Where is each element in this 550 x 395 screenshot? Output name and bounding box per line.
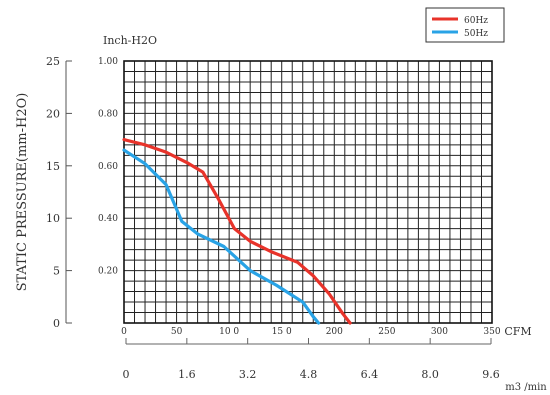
left-axis-tick-label: 0 — [53, 317, 60, 330]
left-axis-tick-label: 15 — [46, 160, 60, 173]
m3-axis-tick-label: 8.0 — [421, 368, 439, 381]
left-axis-title: STATIC PRESSURE(mm-H2O) — [15, 93, 30, 292]
cfm-axis-tick-label: 15 0 — [272, 327, 292, 337]
left-axis-tick-label: 10 — [46, 212, 60, 225]
inner-axis-title: Inch-H2O — [103, 34, 157, 47]
left-axis-tick-label: 5 — [53, 265, 60, 278]
cfm-axis-tick-label: 0 — [121, 327, 127, 337]
m3-axis-tick-label: 9.6 — [482, 368, 500, 381]
legend-label-50Hz: 50Hz — [464, 29, 488, 39]
cfm-axis-tick-label: 50 — [171, 327, 183, 337]
m3-axis-tick-label: 0 — [123, 368, 130, 381]
left-axis-tick-label: 20 — [46, 107, 60, 120]
cfm-axis-tick-label: 200 — [326, 327, 343, 337]
inner-axis-tick-label: 0.40 — [98, 214, 118, 224]
cfm-axis-title: CFM — [504, 325, 531, 338]
plot-frame — [123, 60, 493, 324]
m3-axis-tick-label: 4.8 — [300, 368, 318, 381]
m3-axis-title: m3 /min — [505, 382, 547, 393]
inner-axis-tick-label: 0.80 — [98, 109, 118, 119]
cfm-axis-tick-label: 300 — [431, 327, 448, 337]
cfm-axis-tick-label: 10 0 — [219, 327, 239, 337]
inner-axis-tick-label: 0.60 — [98, 162, 118, 172]
cfm-axis-tick-label: 350 — [483, 327, 500, 337]
left-axis-tick-label: 25 — [46, 55, 60, 68]
legend-box — [425, 7, 505, 43]
inner-axis-tick-label: 0.20 — [98, 267, 118, 277]
cfm-axis-tick-label: 250 — [378, 327, 395, 337]
legend-label-60Hz: 60Hz — [464, 16, 488, 26]
m3-axis-tick-label: 3.2 — [239, 368, 257, 381]
inner-axis-tick-label: 1.00 — [98, 57, 118, 67]
series-line-60Hz — [122, 138, 352, 325]
series-line-50Hz — [122, 148, 321, 325]
m3-axis-tick-label: 6.4 — [361, 368, 379, 381]
m3-axis-tick-label: 1.6 — [178, 368, 196, 381]
